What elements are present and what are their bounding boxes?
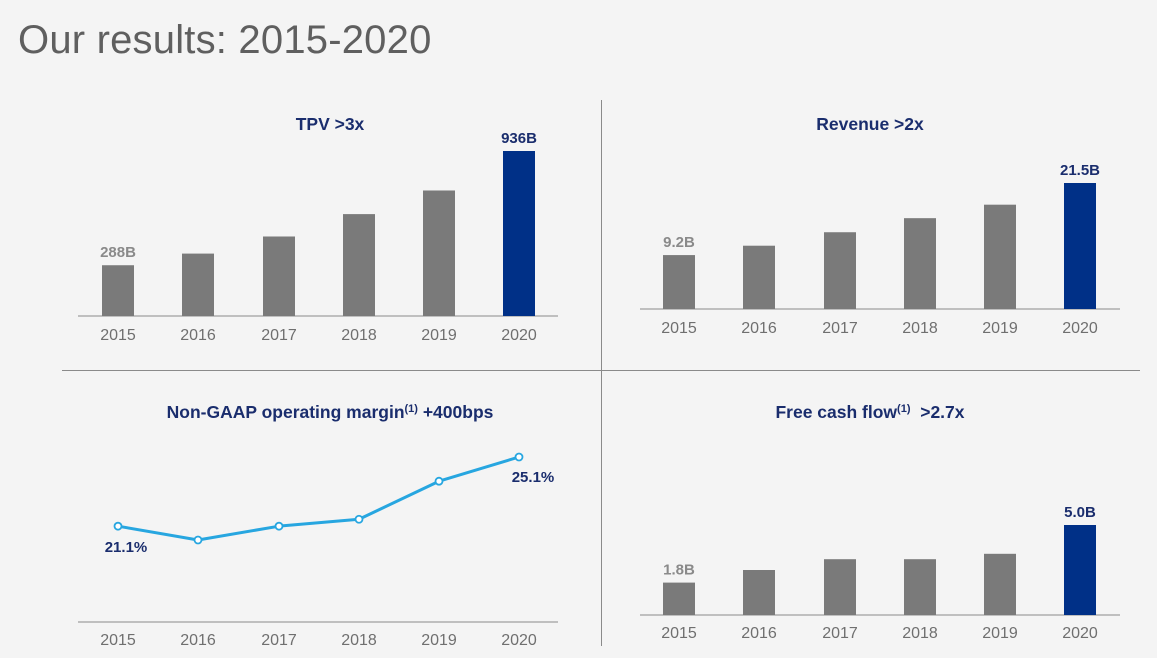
margin-title-text: Non-GAAP operating margin xyxy=(167,402,405,422)
revenue-tick-2019: 2019 xyxy=(982,320,1018,337)
fcf-tick-2015: 2015 xyxy=(661,625,697,642)
tpv-bar-2019 xyxy=(423,190,455,316)
margin-point-2017 xyxy=(274,521,284,531)
fcf-title-footnote: (1) xyxy=(897,403,911,415)
margin-tick-2017: 2017 xyxy=(261,632,297,649)
fcf-tick-2020: 2020 xyxy=(1062,625,1098,642)
tpv-bar-2017 xyxy=(263,236,295,316)
tpv-title-text: TPV >3x xyxy=(296,114,365,134)
revenue-tick-2018: 2018 xyxy=(902,320,938,337)
fcf-title-text: Free cash flow xyxy=(775,402,897,422)
tpv-data-label-2020: 936B xyxy=(501,130,537,147)
fcf-chart-title: Free cash flow(1) >2.7x xyxy=(775,402,964,422)
fcf-bar-2020 xyxy=(1064,525,1096,615)
tpv-data-label-2015: 288B xyxy=(100,244,136,261)
tpv-bar-2016 xyxy=(182,253,214,316)
revenue-title-text: Revenue >2x xyxy=(816,114,924,134)
tpv-tick-2020: 2020 xyxy=(501,327,537,344)
fcf-tick-2019: 2019 xyxy=(982,625,1018,642)
revenue-bar-2016 xyxy=(743,245,775,309)
horizontal-divider xyxy=(62,370,1140,371)
fcf-data-label-2020: 5.0B xyxy=(1064,504,1096,521)
revenue-chart-title: Revenue >2x xyxy=(816,114,924,134)
fcf-bar-2019 xyxy=(984,553,1016,615)
fcf-tick-2016: 2016 xyxy=(741,625,777,642)
revenue-bar-2017 xyxy=(824,232,856,309)
tpv-bar-2018 xyxy=(343,214,375,316)
margin-point-2015 xyxy=(113,521,123,531)
margin-tick-2015: 2015 xyxy=(100,632,136,649)
margin-point-2016 xyxy=(193,535,203,545)
margin-point-2020 xyxy=(514,452,524,462)
revenue-tick-2016: 2016 xyxy=(741,320,777,337)
fcf-tick-2017: 2017 xyxy=(822,625,858,642)
margin-title-suffix: +400bps xyxy=(418,402,494,422)
margin-series-line xyxy=(117,455,520,542)
revenue-bar-2019 xyxy=(984,204,1016,309)
fcf-bar-2016 xyxy=(743,570,775,615)
tpv-tick-2019: 2019 xyxy=(421,327,457,344)
margin-tick-2018: 2018 xyxy=(341,632,377,649)
fcf-data-label-2015: 1.8B xyxy=(663,562,695,579)
fcf-bar-2017 xyxy=(824,559,856,615)
margin-data-label-2015: 21.1% xyxy=(105,539,148,556)
revenue-bar-2015 xyxy=(663,255,695,309)
margin-data-label-2020: 25.1% xyxy=(512,469,555,486)
tpv-chart-title: TPV >3x xyxy=(296,114,365,134)
revenue-bar-2020 xyxy=(1064,183,1096,309)
tpv-bar-2015 xyxy=(102,265,134,316)
tpv-bar-2020 xyxy=(503,151,535,316)
tpv-tick-2018: 2018 xyxy=(341,327,377,344)
margin-title-footnote: (1) xyxy=(405,403,419,415)
vertical-divider xyxy=(601,100,602,646)
tpv-tick-2017: 2017 xyxy=(261,327,297,344)
fcf-title-suffix: >2.7x xyxy=(911,402,965,422)
margin-chart-title: Non-GAAP operating margin(1) +400bps xyxy=(167,402,494,422)
tpv-tick-2016: 2016 xyxy=(180,327,216,344)
margin-point-2018 xyxy=(354,514,364,524)
margin-tick-2020: 2020 xyxy=(501,632,537,649)
margin-point-2019 xyxy=(434,476,444,486)
revenue-tick-2020: 2020 xyxy=(1062,320,1098,337)
page-title: Our results: 2015-2020 xyxy=(18,18,432,62)
fcf-tick-2018: 2018 xyxy=(902,625,938,642)
tpv-tick-2015: 2015 xyxy=(100,327,136,344)
revenue-data-label-2015: 9.2B xyxy=(663,234,695,251)
revenue-tick-2015: 2015 xyxy=(661,320,697,337)
margin-tick-2019: 2019 xyxy=(421,632,457,649)
margin-tick-2016: 2016 xyxy=(180,632,216,649)
fcf-bar-2015 xyxy=(663,582,695,615)
fcf-bar-2018 xyxy=(904,559,936,615)
revenue-bar-2018 xyxy=(904,218,936,309)
revenue-tick-2017: 2017 xyxy=(822,320,858,337)
revenue-data-label-2020: 21.5B xyxy=(1060,162,1100,179)
